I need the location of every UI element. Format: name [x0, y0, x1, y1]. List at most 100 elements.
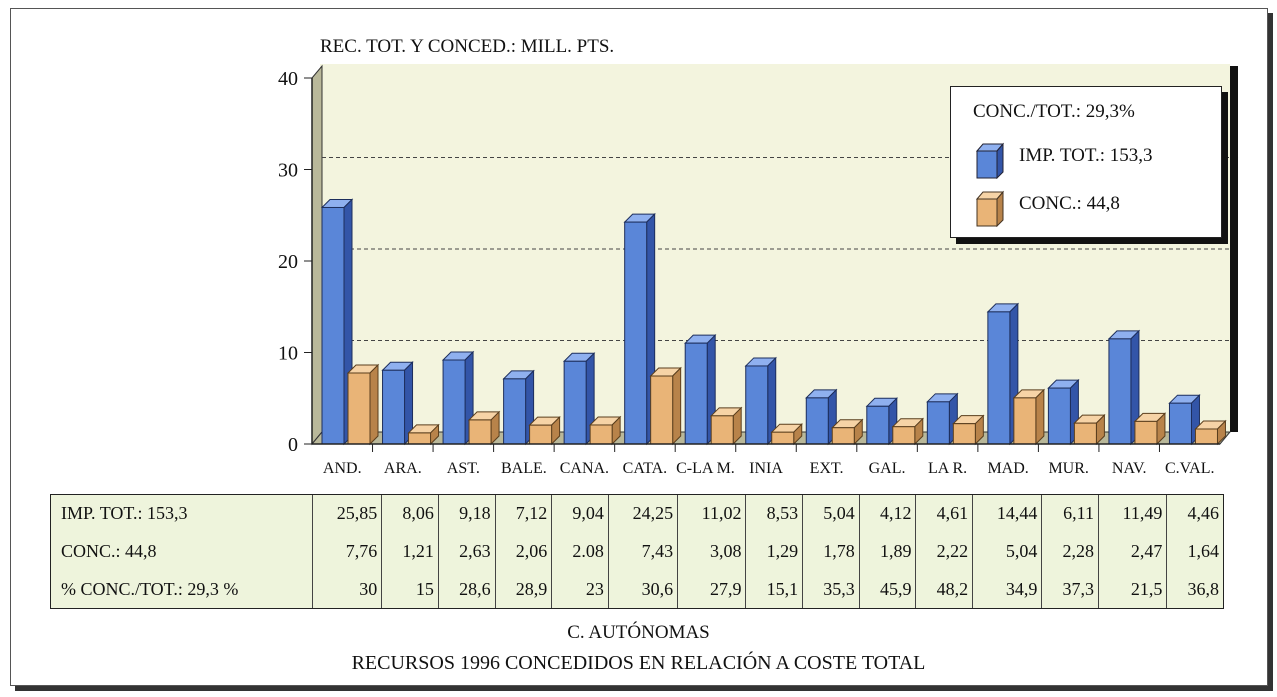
bar-conc-14	[1194, 419, 1227, 446]
x-tick-label-11: MAD.	[987, 460, 1028, 477]
x-tick-label-10: LA R.	[928, 460, 967, 477]
table-cell: 28,9	[494, 570, 552, 608]
x-tick-label-8: EXT.	[810, 460, 844, 477]
x-axis-title: C. AUTÓNOMAS	[567, 622, 710, 643]
bar-conc-3	[528, 415, 561, 446]
bar-imp-tot-14	[1168, 393, 1201, 446]
table-cell: 4,61	[915, 495, 973, 533]
legend: CONC./TOT.: 29,3% IMP. TOT.: 153,3 CONC.…	[950, 86, 1222, 238]
table-cell: 6,11	[1041, 495, 1099, 533]
x-tick-label-6: C-LA M.	[676, 460, 735, 477]
legend-label-imp-tot: IMP. TOT.: 153,3	[1019, 145, 1153, 166]
table-cell: 15,1	[745, 570, 803, 608]
data-table: IMP. TOT.: 153,3 25,85 8,06 9,18 7,12 9,04 24,…	[50, 494, 1224, 609]
y-tick-label-10: 10	[278, 343, 298, 365]
legend-label-conc: CONC.: 44,8	[1019, 193, 1120, 214]
table-cell: 23	[551, 570, 609, 608]
table-cell: 7,12	[494, 495, 552, 533]
table-cell: 14,44	[972, 495, 1042, 533]
table-cell: 1,89	[858, 532, 916, 571]
table-cell: 9,18	[437, 495, 496, 533]
table-row-label: CONC.: 44,8	[61, 540, 157, 561]
table-cell: 2,47	[1097, 532, 1167, 571]
table-row-label: % CONC./TOT.: 29,3 %	[61, 578, 239, 599]
table-cell: 3,08	[677, 532, 746, 571]
table-cell: 1,21	[381, 532, 439, 571]
table-cell: 4,46	[1166, 495, 1223, 533]
table-cell: 37,3	[1041, 570, 1099, 608]
table-row: % CONC./TOT.: 29,3 % 30 15 28,6 28,9 23 30,6 27…	[51, 570, 1223, 608]
table-cell: 28,6	[437, 570, 496, 608]
table-cell: 7,76	[311, 532, 382, 571]
bar-imp-tot-1	[381, 361, 414, 446]
table-cell: 21,5	[1097, 570, 1167, 608]
x-tick-label-4: CANA.	[560, 460, 609, 477]
x-tick-label-1: ARA.	[384, 460, 422, 477]
bar-imp-tot-7	[744, 356, 777, 446]
table-cell: 45,9	[858, 570, 916, 608]
table-cell: 34,9	[972, 570, 1042, 608]
table-cell: 1,29	[745, 532, 803, 571]
legend-swatch-orange	[975, 190, 1005, 228]
table-cell: 30	[311, 570, 382, 608]
bar-imp-tot-4	[562, 352, 596, 446]
table-cell: 1,78	[802, 532, 860, 571]
bar-conc-11	[1012, 388, 1046, 446]
table-cell: 8,53	[745, 495, 803, 533]
legend-item-imp-tot: IMP. TOT.: 153,3	[973, 141, 1153, 185]
table-cell: 9,04	[551, 495, 609, 533]
table-cell: 25,85	[311, 495, 382, 533]
table-row: CONC.: 44,8 7,76 1,21 2,63 2,06 2.08 7,43 3,08 1…	[51, 532, 1223, 571]
table-cell: 11,49	[1097, 495, 1167, 533]
x-tick-label-13: NAV.	[1112, 460, 1147, 477]
x-tick-label-7: INIA	[749, 460, 783, 477]
table-cell: 1,64	[1166, 532, 1223, 571]
table-cell: 4,12	[858, 495, 916, 533]
bar-imp-tot-8	[805, 388, 838, 446]
bar-conc-10	[952, 414, 985, 446]
table-row-label: IMP. TOT.: 153,3	[61, 503, 188, 524]
x-tick-label-3: BALE.	[501, 460, 547, 477]
table-cell: 2,28	[1041, 532, 1099, 571]
bar-conc-2	[467, 410, 501, 446]
bar-conc-6	[709, 406, 743, 446]
bar-imp-tot-11	[986, 302, 1020, 446]
y-tick-label-0: 0	[288, 434, 298, 456]
x-tick-label-14: C.VAL.	[1165, 460, 1215, 477]
table-cell: 35,3	[802, 570, 860, 608]
x-tick-label-0: AND.	[323, 460, 362, 477]
bar-conc-0	[346, 363, 380, 446]
bar-conc-4	[588, 415, 622, 446]
bar-conc-8	[831, 418, 864, 446]
table-cell: 11,02	[677, 495, 746, 533]
table-cell: 36,8	[1166, 570, 1223, 608]
bar-conc-1	[407, 423, 440, 446]
table-cell: 5,04	[802, 495, 860, 533]
bar-conc-5	[649, 366, 682, 446]
legend-item-conc: CONC.: 44,8	[973, 189, 1120, 233]
bar-conc-12	[1073, 413, 1106, 446]
legend-title: CONC./TOT.: 29,3%	[973, 101, 1135, 122]
table-cell: 2.08	[551, 532, 609, 571]
table-cell: 27,9	[677, 570, 746, 608]
x-tick-label-12: MUR.	[1048, 460, 1088, 477]
y-axis-title: REC. TOT. Y CONCED.: MILL. PTS.	[320, 36, 615, 57]
bars-group	[320, 198, 1227, 446]
y-tick-label-30: 30	[278, 160, 298, 182]
y-tick-label-40: 40	[278, 68, 298, 90]
left-wall	[311, 64, 323, 446]
table-cell: 2,22	[915, 532, 973, 571]
table-cell: 24,25	[607, 495, 678, 533]
table-cell: 48,2	[915, 570, 973, 608]
table-cell: 30,6	[607, 570, 678, 608]
table-cell: 7,43	[607, 532, 678, 571]
bar-conc-9	[891, 417, 925, 446]
table-cell: 15	[381, 570, 439, 608]
table-cell: 5,04	[972, 532, 1042, 571]
table-cell: 2,06	[494, 532, 552, 571]
table-cell: 8,06	[381, 495, 439, 533]
bar-conc-13	[1133, 412, 1167, 446]
x-tick-label-9: GAL.	[869, 460, 906, 477]
legend-swatch-blue	[975, 142, 1005, 180]
